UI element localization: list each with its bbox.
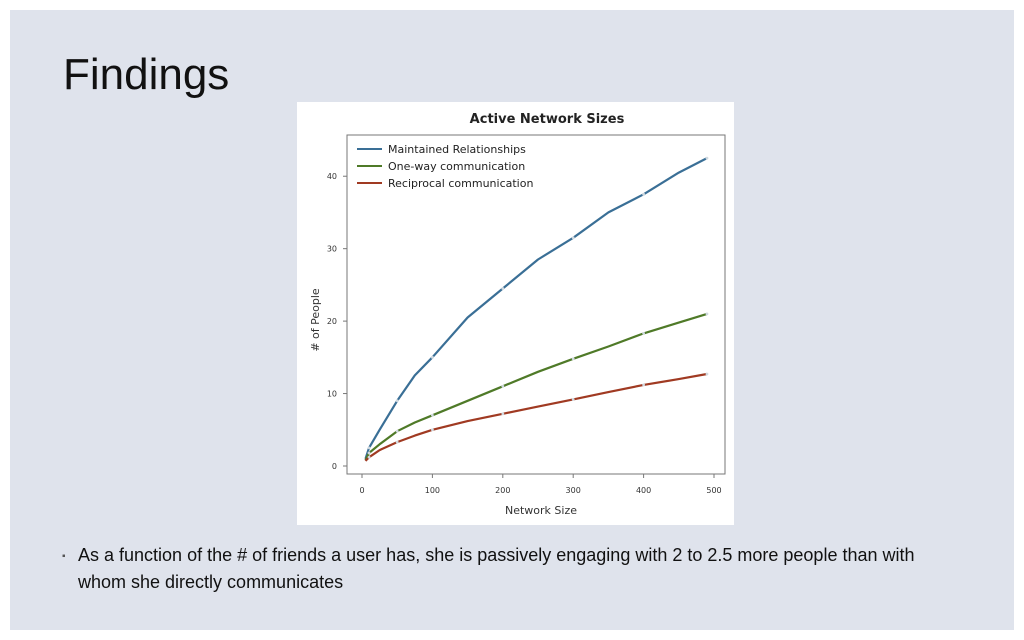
x-tick-label: 0 — [359, 486, 364, 495]
data-point — [367, 455, 371, 459]
data-point — [705, 312, 709, 316]
legend-label: Maintained Relationships — [388, 143, 526, 156]
data-point — [431, 428, 434, 432]
x-tick-label: 500 — [706, 486, 721, 495]
data-point — [367, 446, 371, 450]
slide-title: Findings — [63, 50, 230, 99]
data-point — [395, 429, 399, 433]
data-point — [642, 383, 645, 387]
data-point — [571, 236, 575, 240]
x-tick-label: 200 — [495, 486, 510, 495]
y-tick-label: 10 — [327, 390, 337, 399]
line-chart: Active Network Sizes 0 100 200 300 400 500 0 10… — [309, 112, 726, 517]
chart-card: Active Network Sizes 0 100 200 300 400 500 0 10… — [297, 102, 734, 525]
data-point — [642, 332, 645, 335]
data-point — [642, 192, 645, 196]
legend-label: Reciprocal communication — [388, 177, 533, 190]
slide: Findings Active Network Sizes 0 100 200 300… — [10, 10, 1014, 630]
data-point — [501, 412, 505, 416]
series-line-1 — [364, 312, 708, 461]
x-tick-label: 400 — [636, 486, 651, 495]
legend: Maintained Relationships One-way communic… — [357, 143, 533, 190]
series-group — [364, 156, 709, 462]
data-point — [501, 384, 505, 388]
series-line-0 — [364, 157, 708, 460]
legend-label: One-way communication — [388, 160, 525, 173]
data-point — [395, 440, 399, 444]
data-point — [705, 156, 709, 160]
data-point — [431, 355, 434, 359]
x-tick-label: 100 — [425, 486, 440, 495]
data-point — [571, 357, 575, 361]
plot-frame — [346, 134, 726, 475]
axes: 0 100 200 300 400 500 0 10 20 30 40 — [327, 172, 722, 495]
data-point — [571, 397, 575, 401]
chart-title: Active Network Sizes — [470, 112, 625, 127]
data-point — [395, 399, 399, 403]
bullet-marker: ▪ — [62, 551, 66, 562]
x-tick-label: 300 — [566, 486, 581, 495]
y-axis-label: # of People — [309, 288, 322, 352]
y-tick-label: 20 — [327, 317, 337, 326]
y-tick-label: 30 — [327, 245, 337, 254]
series-line-2 — [364, 372, 708, 462]
y-tick-label: 40 — [327, 172, 337, 181]
data-point — [431, 413, 434, 417]
x-axis-label: Network Size — [505, 504, 577, 517]
data-point — [501, 287, 505, 290]
data-point — [705, 372, 709, 376]
data-point — [367, 451, 371, 455]
bullet-text: As a function of the # of friends a user… — [78, 545, 915, 592]
y-tick-label: 0 — [332, 462, 337, 471]
